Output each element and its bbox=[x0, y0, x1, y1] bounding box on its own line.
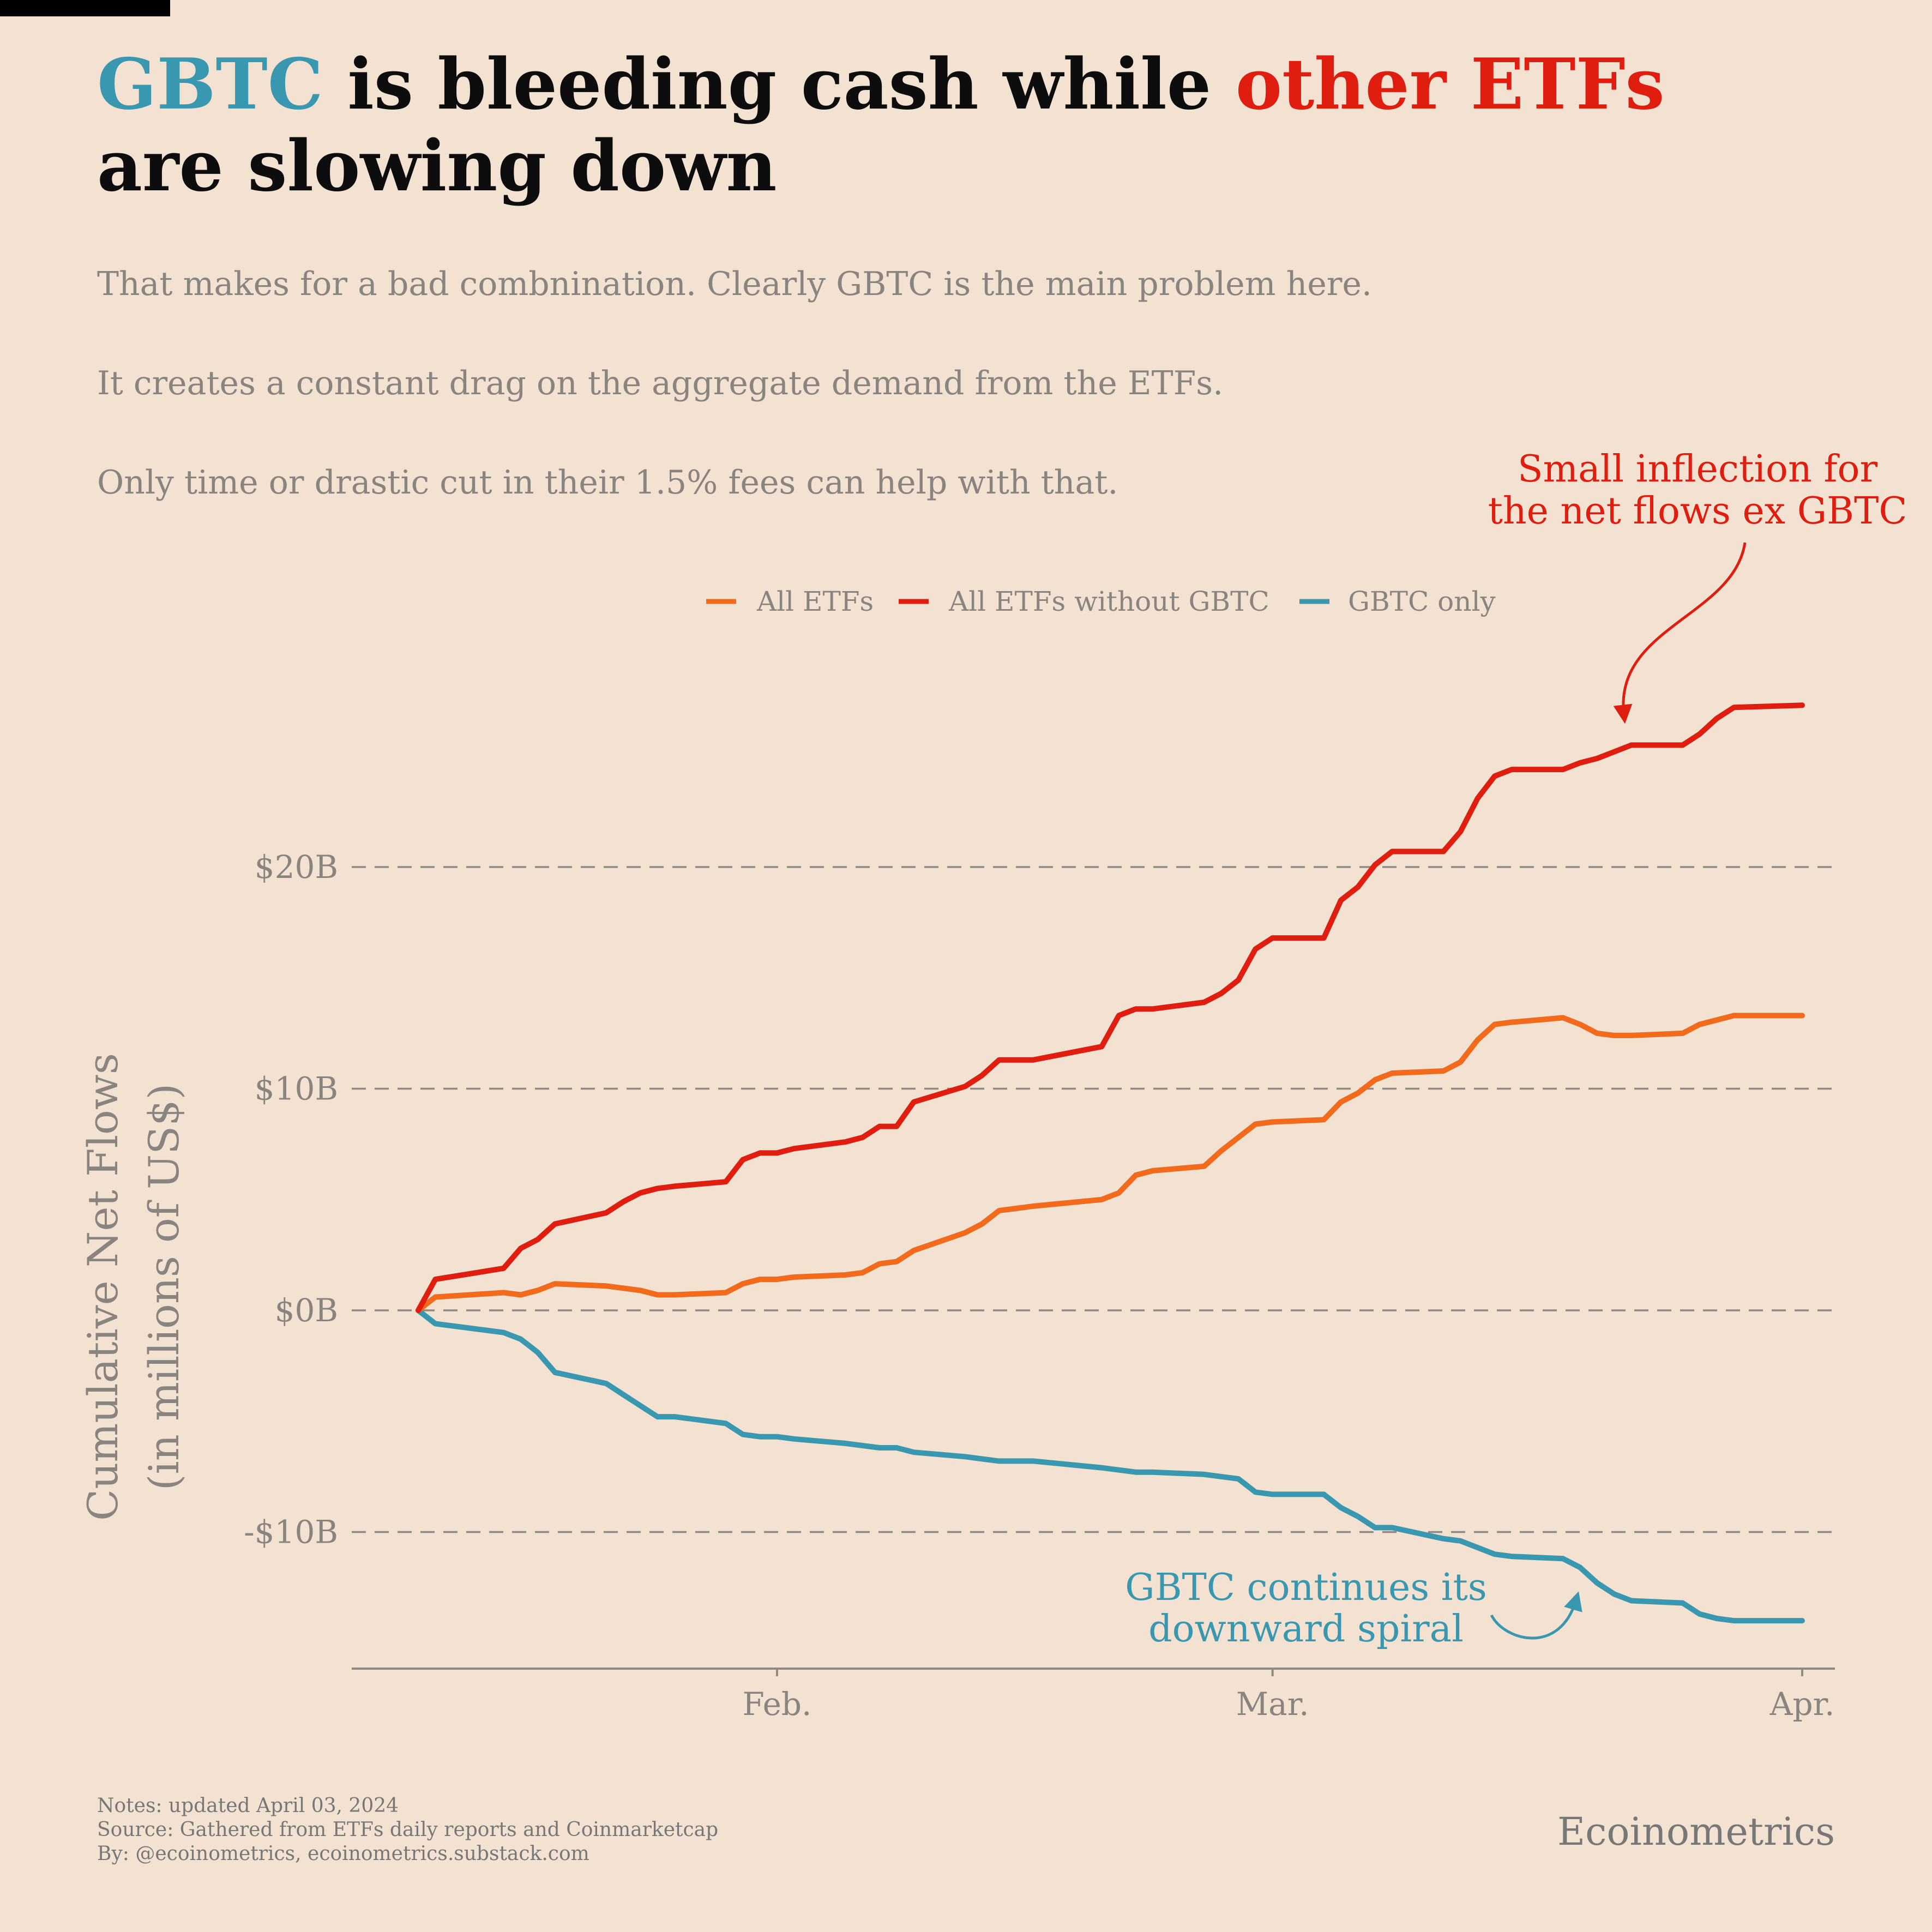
annotation-blue-arrow bbox=[1490, 1591, 1582, 1640]
annotation-blue-line-2: downward spiral bbox=[1148, 1608, 1464, 1651]
y-tick-label-3: $20B bbox=[255, 848, 338, 886]
legend-label-ex-gbtc: All ETFs without GBTC bbox=[948, 586, 1269, 617]
title-middle: is bleeding cash while bbox=[323, 44, 1236, 125]
title-other-etfs: other ETFs bbox=[1235, 44, 1665, 125]
brand-logo-text: Ecoinometrics bbox=[1557, 1809, 1835, 1854]
legend-item-all-etfs: All ETFs bbox=[706, 586, 874, 617]
x-axis: Feb. Mar. Apr. bbox=[352, 1668, 1835, 1723]
legend-item-gbtc: GBTC only bbox=[1299, 586, 1496, 617]
series-line-gbtc bbox=[416, 1308, 1805, 1624]
y-axis-label-line-1: Cumulative Net Flows bbox=[79, 1053, 127, 1521]
y-axis-label-line-2: (in millions of US$) bbox=[140, 1084, 188, 1490]
subtitle-line-2: It creates a constant drag on the aggreg… bbox=[97, 364, 1224, 402]
legend-label-gbtc: GBTC only bbox=[1348, 586, 1496, 617]
annotation-red-arrow bbox=[1613, 542, 1747, 724]
series-line-all-etfs bbox=[416, 1013, 1805, 1313]
x-tick-label-1: Mar. bbox=[1236, 1686, 1309, 1723]
notes-line-1: Notes: updated April 03, 2024 bbox=[97, 1795, 399, 1817]
y-tick-label-0: -$10B bbox=[244, 1514, 338, 1551]
title-line2: are slowing down bbox=[97, 125, 777, 207]
series-line-ex-gbtc bbox=[416, 702, 1805, 1313]
notes-line-2: Source: Gathered from ETFs daily reports… bbox=[97, 1819, 719, 1841]
annotation-red-line-1: Small inflection for bbox=[1518, 448, 1877, 491]
annotation-red-line-2: the net flows ex GBTC bbox=[1488, 490, 1907, 533]
subtitle-line-3: Only time or drastic cut in their 1.5% f… bbox=[97, 464, 1118, 502]
subtitle-line-1: That makes for a bad combnination. Clear… bbox=[97, 265, 1372, 303]
legend-item-ex-gbtc: All ETFs without GBTC bbox=[899, 586, 1269, 617]
grid-lines bbox=[352, 866, 1835, 1533]
chart-notes: Notes: updated April 03, 2024 Source: Ga… bbox=[97, 1794, 718, 1866]
chart-title: GBTC is bleeding cash while other ETFs a… bbox=[97, 44, 1665, 207]
y-tick-label-2: $10B bbox=[255, 1070, 338, 1108]
x-tick-label-2: Apr. bbox=[1770, 1686, 1835, 1723]
x-tick-label-0: Feb. bbox=[743, 1686, 812, 1723]
series-lines bbox=[416, 702, 1805, 1624]
y-tick-label-1: $0B bbox=[275, 1292, 338, 1329]
notes-line-3: By: @ecoinometrics, ecoinometrics.substa… bbox=[97, 1843, 589, 1865]
annotation-blue: GBTC continues its downward spiral bbox=[1125, 1566, 1582, 1651]
y-tick-labels: -$10B $0B $10B $20B bbox=[244, 848, 338, 1551]
title-gbtc: GBTC bbox=[97, 44, 323, 125]
legend-label-all-etfs: All ETFs bbox=[756, 586, 874, 617]
legend: All ETFs All ETFs without GBTC GBTC only bbox=[706, 586, 1496, 617]
top-accent-bar bbox=[0, 0, 170, 16]
annotation-red: Small inflection for the net flows ex GB… bbox=[1488, 448, 1907, 724]
annotation-blue-line-1: GBTC continues its bbox=[1125, 1566, 1487, 1609]
y-axis-label: Cumulative Net Flows (in millions of US$… bbox=[79, 1053, 188, 1521]
